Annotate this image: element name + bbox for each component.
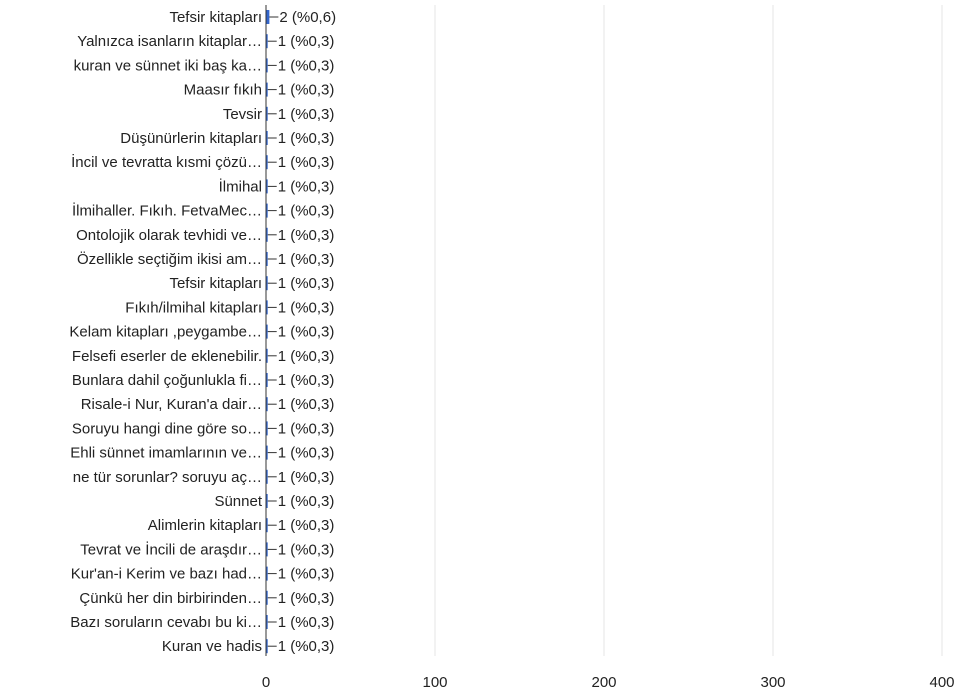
category-label: Yalnızca isanların kitaplar…	[77, 33, 262, 50]
value-label: 1 (%0,3)	[278, 33, 335, 50]
category-label: Ontolojik olarak tevhidi ve…	[76, 227, 262, 244]
category-label: Özellikle seçtiğim ikisi am…	[77, 250, 262, 268]
category-label: Bazı soruların cevabı bu ki…	[70, 614, 262, 631]
category-label: Soruyu hangi dine göre so…	[72, 420, 262, 437]
value-label: 2 (%0,6)	[279, 9, 336, 26]
value-label: 1 (%0,3)	[278, 106, 335, 123]
category-label: Tefsir kitapları	[169, 275, 262, 292]
category-label: Çünkü her din birbirinden…	[79, 590, 262, 607]
value-label: 1 (%0,3)	[278, 275, 335, 292]
category-label: Düşünürlerin kitapları	[120, 130, 262, 147]
category-label: Tevsir	[223, 106, 262, 123]
value-label: 1 (%0,3)	[278, 154, 335, 171]
category-label: Kuran ve hadis	[162, 638, 262, 655]
value-label: 1 (%0,3)	[278, 517, 335, 534]
value-label: 1 (%0,3)	[278, 566, 335, 583]
category-label: Kur'an-i Kerim ve bazı had…	[71, 566, 262, 583]
category-label: İncil ve tevratta kısmi çözü…	[71, 153, 262, 171]
value-label: 1 (%0,3)	[278, 82, 335, 99]
value-label: 1 (%0,3)	[278, 348, 335, 365]
x-tick-label: 400	[929, 674, 954, 691]
grid-lines	[435, 5, 942, 656]
value-label: 1 (%0,3)	[278, 57, 335, 74]
value-label: 1 (%0,3)	[278, 445, 335, 462]
value-label: 1 (%0,3)	[278, 178, 335, 195]
value-label: 1 (%0,3)	[278, 541, 335, 558]
category-label: Maasır fıkıh	[184, 82, 262, 99]
value-label: 1 (%0,3)	[278, 469, 335, 486]
category-label: Tefsir kitapları	[169, 9, 262, 26]
value-label: 1 (%0,3)	[278, 396, 335, 413]
x-tick-label: 0	[262, 674, 270, 691]
value-label: 1 (%0,3)	[278, 227, 335, 244]
category-label: Felsefi eserler de eklenebilir.	[72, 348, 262, 365]
x-tick-label: 300	[760, 674, 785, 691]
category-label: Tevrat ve İncili de araşdır…	[80, 540, 262, 558]
x-tick-label: 100	[422, 674, 447, 691]
category-label: Fıkıh/ilmihal kitapları	[125, 299, 262, 316]
value-labels: 2 (%0,6) 1 (%0,3) 1 (%0,3) 1 (%0,3) 1 (%0,3)…	[278, 9, 336, 655]
category-label: Ehli sünnet imamlarının ve…	[70, 445, 262, 462]
value-label: 1 (%0,3)	[278, 590, 335, 607]
value-label: 1 (%0,3)	[278, 493, 335, 510]
bars	[266, 10, 278, 653]
value-label: 1 (%0,3)	[278, 638, 335, 655]
category-label: İlmihal	[219, 177, 262, 195]
category-label: Risale-i Nur, Kuran'a dair…	[81, 396, 262, 413]
category-label: Alimlerin kitapları	[148, 517, 262, 534]
value-label: 1 (%0,3)	[278, 324, 335, 341]
value-label: 1 (%0,3)	[278, 420, 335, 437]
category-label: kuran ve sünnet iki baş ka…	[74, 57, 262, 74]
value-label: 1 (%0,3)	[278, 372, 335, 389]
category-label: Kelam kitapları ,peygambe…	[69, 324, 262, 341]
category-labels: Tefsir kitapları Yalnızca isanların kitap…	[69, 9, 262, 655]
category-label: Bunlara dahil çoğunlukla fi…	[72, 372, 262, 389]
value-label: 1 (%0,3)	[278, 299, 335, 316]
value-label: 1 (%0,3)	[278, 251, 335, 268]
bar	[266, 10, 269, 24]
value-label: 1 (%0,3)	[278, 130, 335, 147]
x-tick-label: 200	[591, 674, 616, 691]
category-label: Sünnet	[214, 493, 262, 510]
category-label: ne tür sorunlar? soruyu aç…	[73, 469, 262, 486]
value-label: 1 (%0,3)	[278, 614, 335, 631]
category-label: İlmihaller. Fıkıh. FetvaMec…	[72, 202, 262, 220]
x-axis-tick-labels: 0 100 200 300 400	[262, 674, 955, 691]
value-label: 1 (%0,3)	[278, 203, 335, 220]
